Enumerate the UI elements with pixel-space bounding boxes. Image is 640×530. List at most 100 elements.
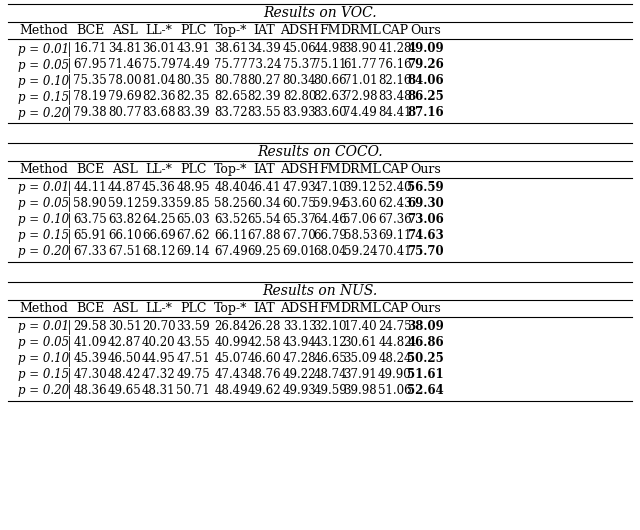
Text: 67.88: 67.88 bbox=[248, 229, 281, 243]
Text: p = 0.20: p = 0.20 bbox=[18, 107, 69, 119]
Text: PLC: PLC bbox=[180, 24, 207, 37]
Text: 75.79: 75.79 bbox=[142, 58, 175, 72]
Text: 83.48: 83.48 bbox=[378, 91, 412, 103]
Text: 82.16: 82.16 bbox=[378, 75, 412, 87]
Text: 49.93: 49.93 bbox=[283, 384, 316, 398]
Text: 79.38: 79.38 bbox=[74, 107, 107, 119]
Text: Method: Method bbox=[19, 302, 68, 315]
Text: p = 0.20: p = 0.20 bbox=[18, 245, 69, 259]
Text: 30.61: 30.61 bbox=[344, 337, 377, 349]
Text: 48.76: 48.76 bbox=[248, 368, 281, 382]
Text: 49.65: 49.65 bbox=[108, 384, 141, 398]
Text: 43.94: 43.94 bbox=[283, 337, 316, 349]
Text: 46.60: 46.60 bbox=[248, 352, 281, 366]
Text: p = 0.10: p = 0.10 bbox=[18, 214, 69, 226]
Text: 83.93: 83.93 bbox=[283, 107, 316, 119]
Text: 44.87: 44.87 bbox=[108, 181, 141, 195]
Text: 63.82: 63.82 bbox=[108, 214, 141, 226]
Text: 87.16: 87.16 bbox=[407, 107, 444, 119]
Text: 69.01: 69.01 bbox=[283, 245, 316, 259]
Text: 30.51: 30.51 bbox=[108, 321, 141, 333]
Text: 56.59: 56.59 bbox=[407, 181, 444, 195]
Text: Method: Method bbox=[19, 24, 68, 37]
Text: 73.24: 73.24 bbox=[248, 58, 281, 72]
Text: 63.75: 63.75 bbox=[74, 214, 107, 226]
Text: 67.62: 67.62 bbox=[177, 229, 210, 243]
Text: 47.43: 47.43 bbox=[214, 368, 248, 382]
Text: 57.06: 57.06 bbox=[344, 214, 377, 226]
Text: 46.41: 46.41 bbox=[248, 181, 281, 195]
Text: 29.58: 29.58 bbox=[74, 321, 107, 333]
Text: ADSH: ADSH bbox=[280, 24, 319, 37]
Text: 52.64: 52.64 bbox=[407, 384, 444, 398]
Text: 41.28: 41.28 bbox=[378, 42, 412, 56]
Text: 61.77: 61.77 bbox=[344, 58, 377, 72]
Text: 48.36: 48.36 bbox=[74, 384, 107, 398]
Text: 33.59: 33.59 bbox=[177, 321, 210, 333]
Text: 86.25: 86.25 bbox=[407, 91, 444, 103]
Text: 58.90: 58.90 bbox=[74, 198, 107, 210]
Text: 75.37: 75.37 bbox=[283, 58, 316, 72]
Text: 43.55: 43.55 bbox=[177, 337, 210, 349]
Text: 39.12: 39.12 bbox=[344, 181, 377, 195]
Text: 46.86: 46.86 bbox=[407, 337, 444, 349]
Text: 48.40: 48.40 bbox=[214, 181, 248, 195]
Text: LL-*: LL-* bbox=[145, 302, 172, 315]
Text: 34.39: 34.39 bbox=[248, 42, 281, 56]
Text: 60.34: 60.34 bbox=[248, 198, 281, 210]
Text: 26.84: 26.84 bbox=[214, 321, 248, 333]
Text: 49.22: 49.22 bbox=[283, 368, 316, 382]
Text: DRML: DRML bbox=[340, 24, 381, 37]
Text: 83.55: 83.55 bbox=[248, 107, 281, 119]
Text: 52.40: 52.40 bbox=[378, 181, 412, 195]
Text: IAT: IAT bbox=[253, 302, 275, 315]
Text: 17.40: 17.40 bbox=[344, 321, 377, 333]
Text: FM: FM bbox=[319, 24, 341, 37]
Text: 67.49: 67.49 bbox=[214, 245, 248, 259]
Text: 58.53: 58.53 bbox=[344, 229, 377, 243]
Text: 47.93: 47.93 bbox=[283, 181, 316, 195]
Text: 80.34: 80.34 bbox=[283, 75, 316, 87]
Text: 82.65: 82.65 bbox=[214, 91, 248, 103]
Text: Top-*: Top-* bbox=[214, 24, 248, 37]
Text: 69.11: 69.11 bbox=[378, 229, 412, 243]
Text: 50.25: 50.25 bbox=[407, 352, 444, 366]
Text: 70.41: 70.41 bbox=[378, 245, 412, 259]
Text: 83.68: 83.68 bbox=[142, 107, 175, 119]
Text: 41.09: 41.09 bbox=[74, 337, 107, 349]
Text: 49.75: 49.75 bbox=[177, 368, 210, 382]
Text: 34.81: 34.81 bbox=[108, 42, 141, 56]
Text: 48.31: 48.31 bbox=[142, 384, 175, 398]
Text: DRML: DRML bbox=[340, 163, 381, 176]
Text: 75.35: 75.35 bbox=[74, 75, 107, 87]
Text: LL-*: LL-* bbox=[145, 163, 172, 176]
Text: 46.50: 46.50 bbox=[108, 352, 141, 366]
Text: p = 0.15: p = 0.15 bbox=[18, 368, 69, 382]
Text: 50.71: 50.71 bbox=[177, 384, 210, 398]
Text: 40.20: 40.20 bbox=[142, 337, 175, 349]
Text: 75.11: 75.11 bbox=[314, 58, 347, 72]
Text: 63.52: 63.52 bbox=[214, 214, 248, 226]
Text: 82.80: 82.80 bbox=[283, 91, 316, 103]
Text: 47.10: 47.10 bbox=[314, 181, 347, 195]
Text: ADSH: ADSH bbox=[280, 302, 319, 315]
Text: ASL: ASL bbox=[112, 163, 138, 176]
Text: Results on VOC.: Results on VOC. bbox=[263, 6, 377, 20]
Text: 43.12: 43.12 bbox=[314, 337, 347, 349]
Text: 35.09: 35.09 bbox=[344, 352, 377, 366]
Text: 74.49: 74.49 bbox=[344, 107, 377, 119]
Text: 36.01: 36.01 bbox=[142, 42, 175, 56]
Text: 16.71: 16.71 bbox=[74, 42, 107, 56]
Text: 49.62: 49.62 bbox=[248, 384, 281, 398]
Text: 84.41: 84.41 bbox=[378, 107, 412, 119]
Text: p = 0.15: p = 0.15 bbox=[18, 91, 69, 103]
Text: 51.06: 51.06 bbox=[378, 384, 412, 398]
Text: 20.70: 20.70 bbox=[142, 321, 175, 333]
Text: 83.72: 83.72 bbox=[214, 107, 248, 119]
Text: 43.91: 43.91 bbox=[177, 42, 210, 56]
Text: 83.60: 83.60 bbox=[314, 107, 347, 119]
Text: FM: FM bbox=[319, 302, 341, 315]
Text: 45.06: 45.06 bbox=[283, 42, 316, 56]
Text: PLC: PLC bbox=[180, 302, 207, 315]
Text: 59.12: 59.12 bbox=[108, 198, 141, 210]
